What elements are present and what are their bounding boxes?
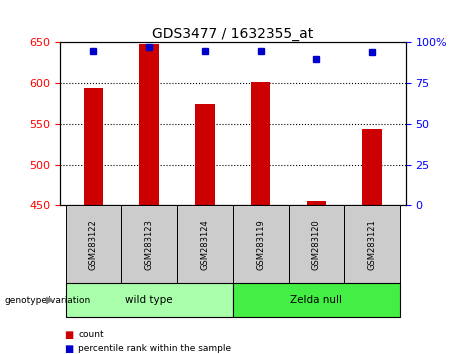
- Bar: [65, 283, 233, 317]
- Text: ■: ■: [65, 330, 74, 339]
- Text: ▶: ▶: [46, 295, 53, 305]
- Bar: [344, 205, 400, 283]
- Text: GSM283119: GSM283119: [256, 219, 265, 270]
- Bar: [177, 205, 233, 283]
- Text: GSM283120: GSM283120: [312, 219, 321, 270]
- Bar: [83, 88, 103, 205]
- Text: GSM283123: GSM283123: [145, 219, 154, 270]
- Bar: [289, 205, 344, 283]
- Text: count: count: [78, 330, 104, 339]
- Bar: [251, 82, 271, 205]
- Text: GSM283122: GSM283122: [89, 219, 98, 270]
- Text: genotype/variation: genotype/variation: [5, 296, 91, 304]
- Bar: [233, 283, 400, 317]
- Bar: [233, 205, 289, 283]
- Title: GDS3477 / 1632355_at: GDS3477 / 1632355_at: [152, 28, 313, 41]
- Text: Zelda null: Zelda null: [290, 295, 343, 305]
- Text: GSM283121: GSM283121: [368, 219, 377, 270]
- Bar: [65, 205, 121, 283]
- Text: wild type: wild type: [125, 295, 173, 305]
- Bar: [139, 44, 159, 205]
- Text: GSM283124: GSM283124: [201, 219, 209, 270]
- Text: ■: ■: [65, 344, 74, 354]
- Bar: [307, 201, 326, 205]
- Text: percentile rank within the sample: percentile rank within the sample: [78, 344, 231, 353]
- Bar: [362, 129, 382, 205]
- Bar: [195, 103, 215, 205]
- Bar: [121, 205, 177, 283]
